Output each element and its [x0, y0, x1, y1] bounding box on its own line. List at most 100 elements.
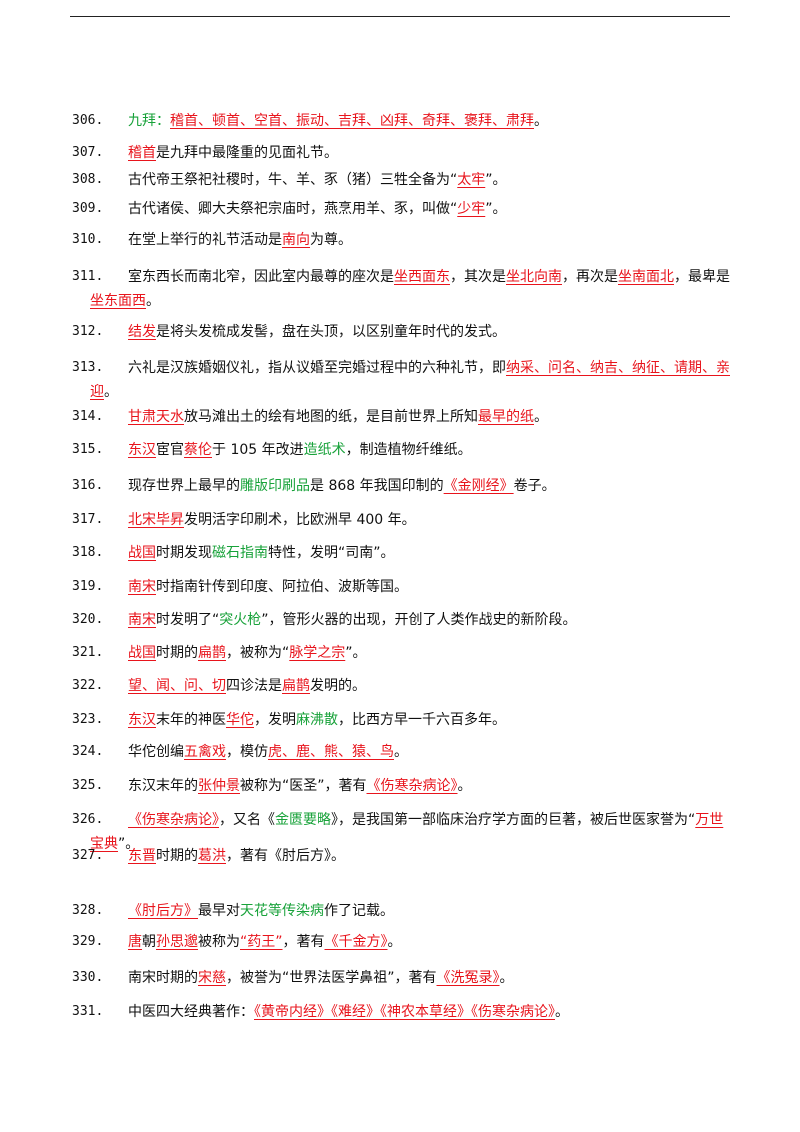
key-term-green: 麻沸散	[296, 712, 338, 728]
text-segment: 时指南针传到印度、阿拉伯、波斯等国。	[156, 579, 408, 595]
item-number: 323.	[72, 712, 104, 727]
text-segment: ，比西方早一千六百多年。	[338, 712, 506, 728]
list-item: 315. 东汉宦官蔡伦于 105 年改进造纸术，制造植物纤维纸。	[0, 438, 730, 462]
list-item: 319. 南宋时指南针传到印度、阿拉伯、波斯等国。	[0, 575, 730, 599]
item-text: 现存世界上最早的雕版印刷品是 868 年我国印制的《金刚经》卷子。	[128, 474, 730, 498]
key-term-red: 《洗冤录》	[436, 970, 500, 986]
key-term-red: 坐南面北	[618, 269, 674, 285]
key-term-green: 造纸术	[303, 442, 346, 458]
item-text: 南宋时发明了“突火枪”，管形火器的出现，开创了人类作战史的新阶段。	[128, 608, 730, 632]
text-segment: ，又名《	[219, 812, 275, 828]
text-segment: 是将头发梳成发髻，盘在头顶，以区别童年时代的发式。	[156, 324, 506, 340]
text-segment: ，其次是	[450, 269, 506, 285]
text-segment: 末年的神医	[156, 712, 226, 728]
item-number: 308.	[72, 172, 104, 187]
key-term-red: 葛洪	[198, 848, 226, 864]
text-segment: 被称为	[198, 934, 240, 950]
text-segment: ”。	[118, 836, 140, 852]
text-segment: 发明活字印刷术，比欧洲早 400 年。	[184, 512, 416, 528]
list-item: 327. 东晋时期的葛洪，著有《肘后方》。	[0, 844, 730, 868]
list-item: 324. 华佗创编五禽戏，模仿虎、鹿、熊、猿、鸟。	[0, 740, 730, 764]
key-term-red: 《伤寒杂病论》	[366, 778, 458, 794]
item-text: 甘肃天水放马滩出土的绘有地图的纸，是目前世界上所知最早的纸。	[128, 405, 730, 429]
text-segment: ，模仿	[226, 744, 268, 760]
text-segment: ，被誉为“世界法医学鼻祖”，著有	[226, 970, 437, 986]
item-text: 室东西长而南北窄，因此室内最尊的座次是坐西面东，其次是坐北向南，再次是坐南面北，…	[90, 265, 730, 313]
item-text: 在堂上举行的礼节活动是南向为尊。	[128, 228, 730, 252]
key-term-green: 雕版印刷品	[240, 478, 310, 494]
text-segment: 时期的	[156, 848, 198, 864]
text-segment: 古代帝王祭祀社稷时，牛、羊、豕（猪）三牲全备为“	[128, 172, 458, 188]
item-number: 324.	[72, 744, 104, 759]
key-term-red: 唐	[128, 934, 142, 950]
item-number: 327.	[72, 848, 104, 863]
list-item: 318. 战国时期发现磁石指南特性，发明“司南”。	[0, 541, 730, 565]
item-text: 稽首是九拜中最隆重的见面礼节。	[128, 141, 730, 165]
list-item: 312. 结发是将头发梳成发髻，盘在头顶，以区别童年时代的发式。	[0, 320, 730, 344]
key-term-green: 九拜：	[128, 113, 170, 129]
item-number: 330.	[72, 970, 104, 985]
item-number: 313.	[72, 360, 104, 375]
text-segment: 六礼是汉族婚姻仪礼，指从议婚至完婚过程中的六种礼节，即	[128, 360, 506, 376]
list-item: 316. 现存世界上最早的雕版印刷品是 868 年我国印制的《金刚经》卷子。	[0, 474, 730, 498]
item-text: 南宋时期的宋慈，被誉为“世界法医学鼻祖”，著有《洗冤录》。	[128, 966, 730, 990]
key-term-red: 南向	[282, 232, 310, 248]
item-text: 九拜：稽首、顿首、空首、振动、吉拜、凶拜、奇拜、褒拜、肃拜。	[128, 109, 730, 133]
list-item: 326. 《伤寒杂病论》，又名《金匮要略》，是我国第一部临床治疗学方面的巨著，被后…	[0, 808, 730, 856]
item-number: 317.	[72, 512, 104, 527]
text-segment: 。	[555, 1004, 569, 1020]
item-text: 望、闻、问、切四诊法是扁鹊发明的。	[128, 674, 730, 698]
list-item: 317. 北宋毕昇发明活字印刷术，比欧洲早 400 年。	[0, 508, 730, 532]
text-segment: 于 105 年改进	[212, 442, 304, 458]
text-segment: 。	[499, 970, 514, 986]
list-item: 309. 古代诸侯、卿大夫祭祀宗庙时，燕烹用羊、豕，叫做“少牢”。	[0, 197, 730, 221]
list-item: 325. 东汉末年的张仲景被称为“医圣”，著有《伤寒杂病论》。	[0, 774, 730, 798]
text-segment: 朝	[142, 934, 156, 950]
item-text: 结发是将头发梳成发髻，盘在头顶，以区别童年时代的发式。	[128, 320, 730, 344]
text-segment: 是九拜中最隆重的见面礼节。	[156, 145, 338, 161]
item-number: 322.	[72, 678, 104, 693]
text-segment: 为尊。	[310, 232, 352, 248]
key-term-red: 战国	[128, 645, 156, 661]
key-term-red: 稽首、顿首、空首、振动、吉拜、凶拜、奇拜、褒拜、肃拜	[170, 113, 534, 129]
key-term-red: 纳采、问名、纳吉、纳征、请期、亲迎	[90, 360, 730, 400]
text-segment: ，制造植物纤维纸。	[345, 442, 472, 458]
list-item: 311. 室东西长而南北窄，因此室内最尊的座次是坐西面东，其次是坐北向南，再次是坐…	[0, 265, 730, 313]
item-number: 321.	[72, 645, 104, 660]
key-term-red: 北宋毕昇	[128, 512, 184, 528]
item-number: 306.	[72, 113, 104, 128]
key-term-red: “药王”	[240, 934, 283, 950]
key-term-red: 《伤寒杂病论》	[128, 812, 219, 828]
key-term-red: 望、闻、问、切	[128, 678, 226, 694]
text-segment: 南宋时期的	[128, 970, 198, 986]
list-item: 320. 南宋时发明了“突火枪”，管形火器的出现，开创了人类作战史的新阶段。	[0, 608, 730, 632]
key-term-green: 突火枪	[219, 612, 262, 628]
text-segment: ，著有《肘后方》。	[226, 848, 345, 864]
item-text: 东晋时期的葛洪，著有《肘后方》。	[128, 844, 730, 868]
text-segment: 作了记载。	[324, 903, 394, 919]
item-text: 《肘后方》最早对天花等传染病作了记载。	[128, 899, 730, 923]
list-item: 322. 望、闻、问、切四诊法是扁鹊发明的。	[0, 674, 730, 698]
list-item: 321. 战国时期的扁鹊，被称为“脉学之宗”。	[0, 641, 730, 665]
text-segment: 宦官	[156, 442, 184, 458]
item-number: 311.	[72, 269, 104, 284]
text-segment: ，发明	[254, 712, 296, 728]
key-term-red: 东汉	[128, 712, 156, 728]
key-term-red: 少牢	[457, 201, 486, 217]
item-number: 325.	[72, 778, 104, 793]
text-segment: 华佗创编	[128, 744, 184, 760]
key-term-red: 五禽戏	[184, 744, 226, 760]
item-text: 战国时期发现磁石指南特性，发明“司南”。	[128, 541, 730, 565]
text-segment: 卷子。	[513, 478, 556, 494]
list-item: 306. 九拜：稽首、顿首、空首、振动、吉拜、凶拜、奇拜、褒拜、肃拜。	[0, 109, 730, 133]
list-item: 307. 稽首是九拜中最隆重的见面礼节。	[0, 141, 730, 165]
key-term-red: 华佗	[226, 712, 254, 728]
list-item: 323. 东汉末年的神医华佗，发明麻沸散，比西方早一千六百多年。	[0, 708, 730, 732]
text-segment: ，被称为“	[226, 645, 290, 661]
text-segment: 时期发现	[156, 545, 212, 561]
key-term-red: 《黄帝内经》《难经》《神农本草经》《伤寒杂病论》	[254, 1004, 555, 1020]
key-term-red: 战国	[128, 545, 156, 561]
item-number: 318.	[72, 545, 104, 560]
item-text: 战国时期的扁鹊，被称为“脉学之宗”。	[128, 641, 730, 665]
text-segment: 现存世界上最早的	[128, 478, 240, 494]
